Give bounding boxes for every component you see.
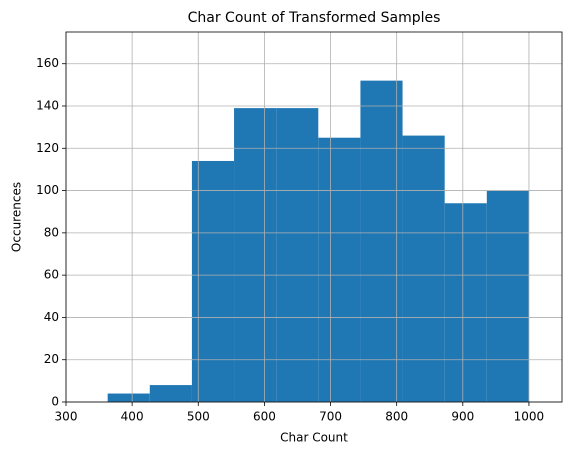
y-tick-label: 160 [36, 56, 59, 70]
bar [360, 80, 403, 402]
x-tick-label: 1000 [514, 410, 545, 424]
x-axis-label: Char Count [280, 431, 348, 445]
chart-title: Char Count of Transformed Samples [188, 10, 441, 26]
x-tick-label: 800 [385, 410, 408, 424]
bar [234, 108, 277, 402]
y-tick-label: 40 [44, 310, 59, 324]
y-tick-label: 0 [51, 395, 59, 409]
x-tick-label: 500 [187, 410, 210, 424]
y-tick-label: 100 [36, 183, 59, 197]
bar [402, 135, 445, 402]
bar [486, 190, 529, 402]
x-tick-label: 400 [121, 410, 144, 424]
x-tick-label: 900 [451, 410, 474, 424]
x-tick-label: 600 [253, 410, 276, 424]
y-axis-label: Occurences [10, 182, 24, 252]
bar [149, 385, 192, 402]
plot-frame [65, 31, 563, 403]
x-tick-label: 300 [55, 410, 78, 424]
y-tick-label: 80 [44, 225, 59, 239]
y-tick-label: 120 [36, 141, 59, 155]
y-tick-label: 140 [36, 99, 59, 113]
bar [444, 203, 487, 402]
bar [276, 108, 319, 402]
y-tick-label: 60 [44, 268, 59, 282]
bar [318, 137, 361, 402]
bar [107, 393, 150, 402]
y-tick-label: 20 [44, 352, 59, 366]
x-tick-label: 700 [319, 410, 342, 424]
bar [191, 160, 235, 402]
